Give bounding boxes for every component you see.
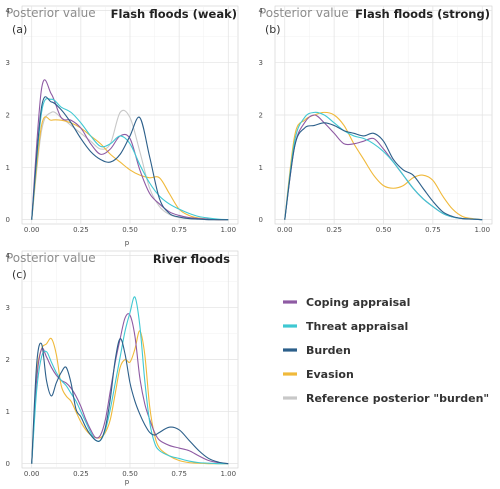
- x-tick-label: 0.50: [376, 226, 392, 234]
- legend-label: Threat appraisal: [306, 320, 408, 333]
- x-axis-label: p: [125, 239, 130, 247]
- panel-title: River floods: [153, 252, 230, 266]
- series-line-evasion: [31, 116, 229, 221]
- plot-grid: [274, 5, 493, 225]
- y-tick-label: 3: [259, 59, 263, 67]
- panel-flash-floods-weak: Posterior value (a) Flash floods (weak) …: [6, 5, 239, 247]
- panel-tag: (c): [12, 268, 27, 281]
- x-tick-label: 0.00: [24, 226, 40, 234]
- series-line-coping-appraisal: [31, 79, 229, 221]
- panel-flash-floods-strong: Posterior value (b) Flash floods (strong…: [259, 5, 493, 234]
- y-axis-label: Posterior value: [6, 251, 96, 265]
- series-line-burden: [31, 96, 229, 221]
- legend-label: Coping appraisal: [306, 296, 410, 309]
- plot-grid: [21, 250, 239, 469]
- y-tick-label: 1: [259, 164, 263, 172]
- x-tick-label: 0.25: [326, 226, 342, 234]
- y-tick-label: 1: [6, 408, 10, 416]
- x-axis-label: p: [125, 478, 130, 486]
- panel-title: Flash floods (strong): [355, 7, 490, 21]
- y-tick-label: 2: [6, 356, 10, 364]
- legend-label: Reference posterior "burden": [306, 392, 489, 405]
- series-line-burden: [31, 338, 229, 465]
- y-tick-label: 0: [259, 216, 263, 224]
- x-tick-label: 1.00: [474, 226, 490, 234]
- panel-tag: (a): [12, 23, 27, 36]
- series-line-threat-appraisal: [31, 97, 229, 221]
- series-line-threat-appraisal: [284, 111, 483, 221]
- x-tick-label: 0.75: [425, 226, 441, 234]
- y-tick-label: 2: [259, 112, 263, 120]
- panel-tag: (b): [265, 23, 281, 36]
- y-tick-label: 0: [6, 460, 10, 468]
- plot-grid: [21, 5, 239, 225]
- series-line-burden: [284, 122, 483, 221]
- x-tick-label: 0.75: [171, 226, 187, 234]
- series-line-threat-appraisal: [31, 296, 229, 465]
- y-tick-label: 3: [6, 304, 10, 312]
- y-axis-label: Posterior value: [259, 6, 349, 20]
- y-tick-label: 4: [6, 7, 11, 15]
- y-axis-label: Posterior value: [6, 6, 96, 20]
- x-tick-label: 0.75: [171, 470, 187, 478]
- panel-river-floods: Posterior value (c) River floods p 0.00 0…: [6, 250, 239, 486]
- x-tick-label: 0.25: [73, 226, 89, 234]
- legend-label: Burden: [306, 344, 351, 357]
- y-tick-label: 4: [6, 252, 11, 260]
- y-tick-label: 0: [6, 216, 10, 224]
- x-tick-label: 0.50: [122, 470, 138, 478]
- x-tick-label: 0.00: [277, 226, 293, 234]
- x-tick-label: 0.25: [73, 470, 89, 478]
- x-tick-label: 0.50: [122, 226, 138, 234]
- panel-title: Flash floods (weak): [111, 7, 237, 21]
- x-tick-label: 1.00: [220, 470, 236, 478]
- series-line-evasion: [31, 330, 229, 465]
- y-tick-label: 4: [259, 7, 264, 15]
- x-tick-label: 0.00: [24, 470, 40, 478]
- x-tick-label: 1.00: [220, 226, 236, 234]
- y-tick-label: 3: [6, 59, 10, 67]
- y-tick-label: 2: [6, 112, 10, 120]
- legend-label: Evasion: [306, 368, 354, 381]
- legend: Coping appraisal Threat appraisal Burden Ev…: [283, 296, 489, 405]
- y-tick-label: 1: [6, 164, 10, 172]
